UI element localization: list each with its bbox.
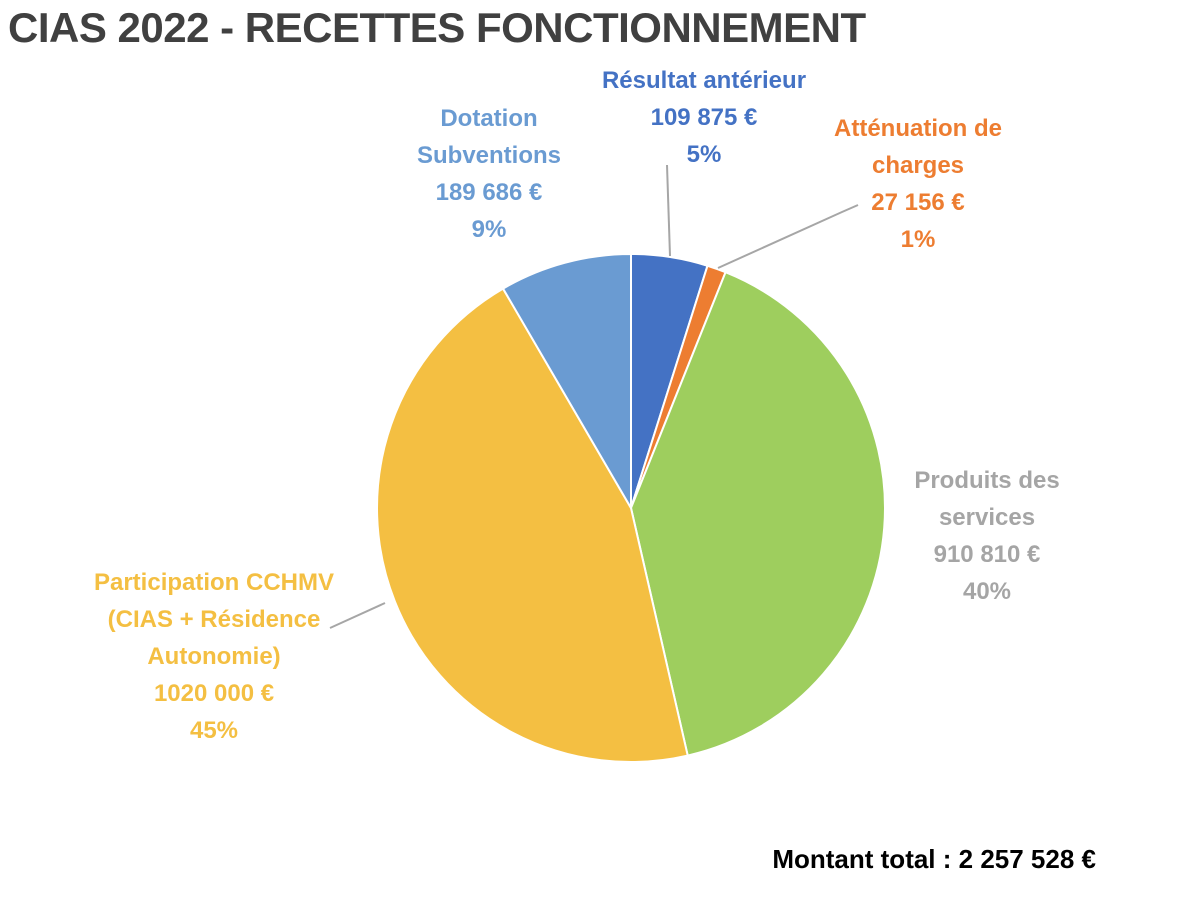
slice-value: 27 156 € bbox=[871, 189, 965, 216]
pie-slice bbox=[376, 287, 689, 763]
slice-name: Atténuation de bbox=[834, 115, 1002, 142]
slice-value: 910 810 € bbox=[933, 541, 1041, 568]
slice-label: Participation CCHMV (CIAS + Résidence Auto… bbox=[94, 564, 334, 749]
slice-value: 189 686 € bbox=[435, 179, 543, 206]
leader-line bbox=[666, 164, 671, 257]
slice-value: 109 875 € bbox=[650, 104, 758, 131]
slice-percent: 1% bbox=[900, 226, 936, 253]
slice-name: Autonomie) bbox=[147, 643, 281, 670]
slice-name: Produits des bbox=[914, 467, 1060, 494]
slice-name: Subventions bbox=[416, 142, 562, 169]
slice-name: charges bbox=[871, 152, 965, 179]
slice-percent: 45% bbox=[189, 717, 239, 744]
slice-name: Dotation bbox=[440, 105, 538, 132]
slice-name: Participation CCHMV bbox=[93, 569, 335, 596]
pie-slice bbox=[629, 270, 886, 757]
slice-percent: 9% bbox=[471, 216, 507, 243]
chart-title: CIAS 2022 - RECETTES FONCTIONNEMENT bbox=[8, 4, 866, 51]
slice-name: services bbox=[938, 504, 1036, 531]
slice-label: Dotation Subventions 189 686 € 9% bbox=[417, 100, 561, 248]
slice-label: Produits des services 910 810 € 40% bbox=[914, 462, 1059, 610]
slice-percent: 40% bbox=[962, 578, 1012, 605]
total-amount: Montant total : 2 257 528 € bbox=[772, 844, 1096, 874]
slice-name: Résultat antérieur bbox=[601, 67, 807, 94]
leader-line bbox=[717, 204, 859, 269]
slice-label: Atténuation de charges 27 156 € 1% bbox=[834, 110, 1002, 258]
slice-label: Résultat antérieur 109 875 € 5% bbox=[602, 62, 806, 173]
slice-value: 1020 000 € bbox=[153, 680, 275, 707]
slice-percent: 5% bbox=[686, 141, 722, 168]
leader-line bbox=[329, 602, 386, 629]
pie-slice bbox=[501, 252, 632, 512]
slice-name: (CIAS + Résidence bbox=[107, 606, 321, 633]
